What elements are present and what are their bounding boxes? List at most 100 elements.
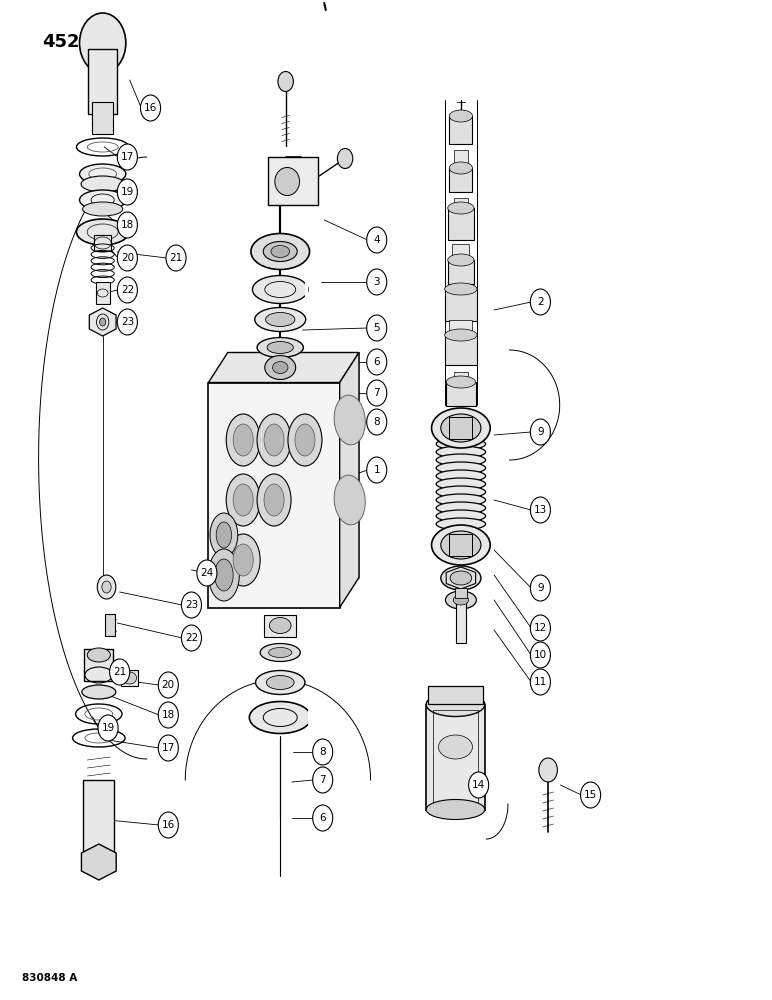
Circle shape: [581, 782, 601, 808]
Text: 11: 11: [533, 677, 547, 687]
Circle shape: [181, 592, 201, 618]
Bar: [88, 49, 117, 114]
Ellipse shape: [255, 307, 306, 331]
Circle shape: [530, 497, 550, 523]
Circle shape: [313, 805, 333, 831]
Circle shape: [367, 380, 387, 406]
Text: 830848 A: 830848 A: [22, 973, 77, 983]
Circle shape: [367, 349, 387, 375]
Ellipse shape: [249, 702, 311, 734]
Ellipse shape: [436, 454, 486, 466]
Ellipse shape: [82, 685, 116, 699]
Bar: [454, 150, 468, 164]
Circle shape: [313, 739, 333, 765]
Polygon shape: [208, 352, 359, 382]
Circle shape: [539, 758, 557, 782]
Circle shape: [117, 245, 137, 271]
Bar: [96, 282, 110, 304]
Polygon shape: [81, 844, 117, 880]
Bar: [454, 372, 468, 384]
Ellipse shape: [80, 190, 126, 210]
Text: 16: 16: [144, 103, 157, 113]
Text: 19: 19: [120, 187, 134, 197]
Ellipse shape: [226, 414, 260, 466]
Ellipse shape: [260, 644, 300, 662]
Ellipse shape: [445, 591, 476, 609]
Ellipse shape: [210, 513, 238, 557]
Ellipse shape: [257, 474, 291, 526]
Bar: [452, 285, 469, 295]
Text: 17: 17: [120, 152, 134, 162]
Ellipse shape: [233, 424, 253, 456]
Ellipse shape: [267, 341, 293, 353]
Ellipse shape: [436, 510, 486, 522]
Ellipse shape: [215, 559, 233, 591]
Bar: [83, 780, 114, 860]
Ellipse shape: [436, 462, 486, 474]
Text: 7: 7: [320, 775, 326, 785]
Ellipse shape: [441, 414, 481, 442]
Polygon shape: [340, 352, 359, 607]
Text: 7: 7: [374, 388, 380, 398]
Circle shape: [141, 95, 161, 121]
Text: 17: 17: [161, 743, 175, 753]
Ellipse shape: [275, 167, 300, 195]
Text: 8: 8: [374, 417, 380, 427]
Ellipse shape: [266, 312, 295, 326]
Ellipse shape: [436, 518, 486, 530]
Ellipse shape: [441, 566, 481, 590]
Ellipse shape: [450, 571, 472, 585]
Text: 24: 24: [200, 568, 214, 578]
Circle shape: [530, 575, 550, 601]
Ellipse shape: [432, 525, 490, 565]
Ellipse shape: [226, 534, 260, 586]
Text: 452: 452: [42, 33, 80, 51]
Text: 9: 9: [537, 427, 543, 437]
Text: 18: 18: [161, 710, 175, 720]
Bar: [92, 102, 113, 134]
Ellipse shape: [436, 446, 486, 458]
Text: 5: 5: [374, 323, 380, 333]
Text: 4: 4: [374, 235, 380, 245]
Bar: [426, 704, 485, 810]
Bar: [428, 686, 483, 704]
Ellipse shape: [334, 395, 365, 445]
Ellipse shape: [265, 355, 296, 379]
Bar: [105, 614, 115, 636]
Ellipse shape: [264, 424, 284, 456]
Polygon shape: [228, 352, 359, 578]
Circle shape: [117, 277, 137, 303]
Text: 23: 23: [185, 600, 198, 610]
Ellipse shape: [269, 648, 292, 658]
Circle shape: [158, 702, 178, 728]
Bar: [433, 710, 478, 804]
Circle shape: [530, 419, 550, 445]
Ellipse shape: [257, 337, 303, 357]
Bar: [445, 335, 477, 365]
Bar: [445, 289, 477, 321]
Ellipse shape: [266, 676, 294, 690]
Bar: [121, 670, 138, 686]
Ellipse shape: [263, 241, 297, 261]
Bar: [449, 116, 472, 144]
Circle shape: [278, 71, 293, 91]
Bar: [448, 260, 474, 284]
Ellipse shape: [446, 376, 476, 388]
Ellipse shape: [445, 329, 477, 341]
Text: 23: 23: [120, 317, 134, 327]
Ellipse shape: [123, 672, 137, 684]
Circle shape: [469, 772, 489, 798]
Circle shape: [530, 669, 550, 695]
Text: 20: 20: [161, 680, 175, 690]
Circle shape: [530, 615, 550, 641]
Text: 12: 12: [533, 623, 547, 633]
Circle shape: [102, 581, 111, 593]
Ellipse shape: [81, 176, 124, 192]
Bar: [449, 417, 472, 439]
Ellipse shape: [441, 531, 481, 559]
Ellipse shape: [216, 522, 232, 548]
Polygon shape: [208, 382, 340, 607]
Ellipse shape: [436, 502, 486, 514]
Ellipse shape: [436, 478, 486, 490]
Bar: [94, 235, 111, 251]
